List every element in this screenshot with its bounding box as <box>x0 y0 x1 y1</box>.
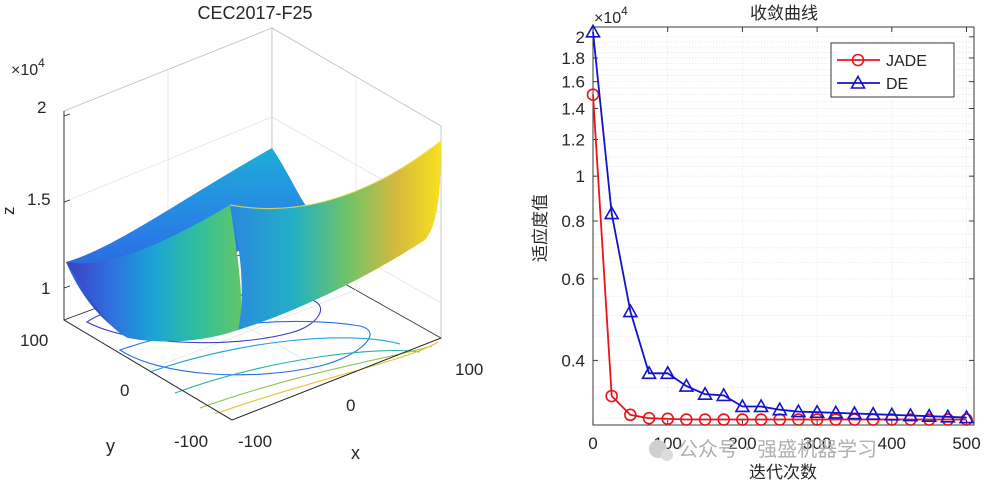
point-de <box>958 409 975 424</box>
watermark-text: 公众号 · 强盛机器学习 <box>678 437 877 461</box>
point-jade <box>642 411 656 425</box>
x-tick-label: 0 <box>588 434 597 453</box>
point-de <box>902 407 919 422</box>
legend-de-marker <box>850 74 866 89</box>
y-tick-100: 100 <box>20 331 48 350</box>
z-tick-2: 2 <box>37 98 46 117</box>
point-de <box>715 387 732 402</box>
y-tick-label: 0.8 <box>561 212 585 231</box>
y-tick-label: 1.2 <box>561 130 585 149</box>
surface-left-face <box>66 205 242 342</box>
point-de <box>809 404 825 419</box>
point-de <box>641 365 657 380</box>
y-tick-label: 1.6 <box>561 73 585 92</box>
surface-mesh <box>66 140 442 342</box>
x-axis-label: x <box>351 443 360 463</box>
y-exponent-label: ×104 <box>594 4 628 27</box>
series-line-de <box>592 31 967 419</box>
point-de <box>939 408 956 423</box>
point-jade <box>717 413 731 426</box>
contour-6 <box>214 341 439 415</box>
plot-frame <box>592 26 975 426</box>
wechat-icon-small <box>661 449 673 461</box>
point-de <box>846 405 863 420</box>
point-de <box>771 401 788 416</box>
series-lines <box>585 23 975 426</box>
box-axes <box>63 111 442 421</box>
y-tick-label: 1.4 <box>561 100 585 119</box>
point-de <box>921 408 938 422</box>
point-de <box>865 406 882 421</box>
contour-5 <box>199 345 433 409</box>
z-tick-1-5: 1.5 <box>27 190 51 209</box>
point-jade <box>680 413 693 426</box>
z-exponent-label: ×104 <box>11 56 45 79</box>
surface-plot: 2 1.5 1 ×104 z 100 0 -100 y -100 0 100 x… <box>0 3 483 463</box>
x-tick-100: 100 <box>455 360 483 379</box>
point-de <box>603 205 620 220</box>
point-jade <box>754 413 768 426</box>
point-jade <box>586 88 600 101</box>
point-de <box>678 377 695 392</box>
x-tick-0: 0 <box>346 396 355 415</box>
point-jade <box>792 413 805 426</box>
point-de <box>622 303 639 318</box>
point-jade <box>624 408 637 422</box>
x-tick-neg100: -100 <box>238 432 272 451</box>
point-de <box>753 398 769 413</box>
point-jade <box>698 413 712 426</box>
z-axis-label: z <box>0 207 18 216</box>
convergence-title: 收敛曲线 <box>750 4 818 24</box>
y-tick-label: 0.4 <box>561 351 585 370</box>
point-de <box>883 406 900 421</box>
z-tick-marks <box>63 113 71 289</box>
y-tick-label: 0.6 <box>561 270 585 289</box>
y-tick-label: 1 <box>576 167 585 186</box>
y-tick-label: 1.8 <box>561 49 585 68</box>
point-jade <box>605 389 618 403</box>
contour-3 <box>149 337 401 373</box>
surface-crest-highlight <box>229 140 442 210</box>
y-tick-label: 2 <box>576 28 585 47</box>
point-jade <box>736 413 749 426</box>
legend-de-label: DE <box>886 76 908 93</box>
z-tick-1: 1 <box>41 279 50 298</box>
convergence-y-label: 适应度值 <box>531 194 551 262</box>
watermark: 公众号 · 强盛机器学习 <box>649 437 877 461</box>
x-tick-label: 500 <box>952 434 980 453</box>
convergence-x-label: 迭代次数 <box>749 463 817 483</box>
y-tick-0: 0 <box>120 381 129 400</box>
point-jade <box>829 413 843 426</box>
legend-jade-label: JADE <box>886 53 927 70</box>
point-de <box>734 398 751 413</box>
y-tick-labels: 0.4 0.6 0.8 1 1.2 1.4 1.6 1.8 2 <box>561 28 585 371</box>
x-tick-label: 300 <box>803 434 831 453</box>
point-jade <box>661 412 675 426</box>
legend: JADE DE <box>830 42 955 98</box>
convergence-plot: 0.40.60.811.21.41.61.82 0 100 200 300 400 500… <box>531 4 981 483</box>
y-tick-neg100: -100 <box>174 432 208 451</box>
surface-title: CEC2017-F25 <box>197 3 312 23</box>
point-de <box>697 386 713 401</box>
surface-front-face <box>230 141 441 330</box>
tick-marks <box>592 27 974 425</box>
legend-jade-marker <box>851 53 865 67</box>
point-jade <box>810 413 824 426</box>
x-tick-label: 400 <box>878 434 906 453</box>
y-axis-label: y <box>106 436 115 456</box>
point-de <box>659 365 676 380</box>
point-de <box>790 403 807 418</box>
point-de <box>585 23 601 38</box>
contour-4 <box>174 350 421 394</box>
x-tick-label: 200 <box>728 434 756 453</box>
point-de <box>827 404 844 419</box>
